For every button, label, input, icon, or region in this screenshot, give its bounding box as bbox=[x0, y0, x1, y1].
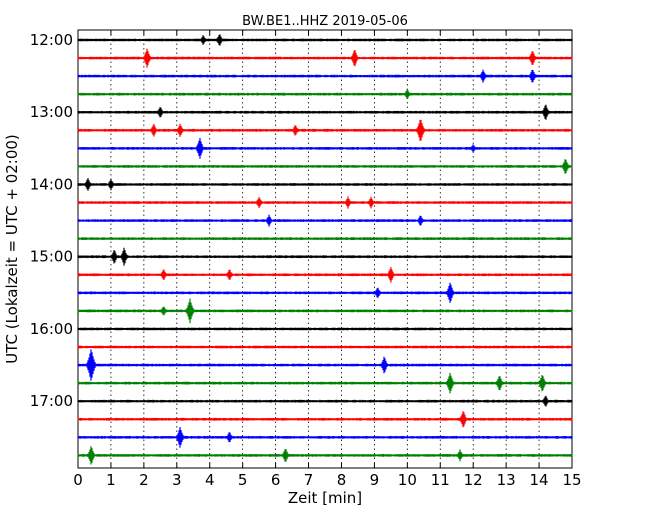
seismic-trace bbox=[77, 327, 573, 331]
seismic-trace bbox=[77, 427, 573, 448]
seismic-trace bbox=[77, 69, 573, 83]
seismic-trace bbox=[77, 372, 573, 394]
seismic-trace bbox=[77, 411, 573, 428]
seismic-trace bbox=[77, 104, 573, 120]
y-axis-label: UTC (Lokalzeit = UTC + 02:00) bbox=[3, 134, 21, 364]
x-tick-label: 0 bbox=[73, 471, 83, 489]
x-tick-label: 9 bbox=[370, 471, 380, 489]
x-tick-label: 14 bbox=[530, 471, 549, 489]
seismic-trace bbox=[77, 395, 573, 407]
x-tick-label: 11 bbox=[431, 471, 450, 489]
seismic-trace bbox=[77, 237, 573, 241]
x-axis-label: Zeit [min] bbox=[288, 489, 362, 507]
y-axis-ticks: 12:00 13:00 14:00 15:00 16:00 17:00 bbox=[30, 31, 73, 410]
x-tick-label: 15 bbox=[562, 471, 581, 489]
x-tick-label: 6 bbox=[271, 471, 281, 489]
seismic-trace bbox=[77, 282, 573, 303]
plot-frame bbox=[77, 29, 573, 469]
seismic-trace bbox=[77, 34, 573, 46]
x-tick-label: 4 bbox=[205, 471, 215, 489]
seismic-trace bbox=[77, 89, 573, 99]
seismic-trace bbox=[77, 349, 573, 381]
x-tick-label: 8 bbox=[337, 471, 347, 489]
seismic-trace bbox=[77, 267, 573, 283]
seismic-trace bbox=[77, 138, 573, 159]
seismic-trace bbox=[77, 159, 573, 174]
seismic-trace bbox=[77, 196, 573, 209]
seismic-trace bbox=[77, 446, 573, 465]
y-tick-label: 14:00 bbox=[30, 175, 73, 193]
x-tick-label: 3 bbox=[172, 471, 182, 489]
y-tick-label: 12:00 bbox=[30, 31, 73, 49]
y-tick-label: 16:00 bbox=[30, 320, 73, 338]
x-axis-ticks: 0 1 2 3 4 5 6 7 8 9 10 11 12 13 14 15 bbox=[73, 30, 582, 489]
x-tick-label: 10 bbox=[398, 471, 417, 489]
vertical-grid bbox=[110, 30, 540, 468]
y-tick-label: 17:00 bbox=[30, 392, 73, 410]
seismic-trace bbox=[77, 247, 573, 266]
y-tick-label: 13:00 bbox=[30, 103, 73, 121]
x-tick-label: 5 bbox=[238, 471, 248, 489]
seismic-trace bbox=[77, 345, 573, 349]
x-tick-label: 2 bbox=[139, 471, 149, 489]
x-tick-label: 1 bbox=[106, 471, 116, 489]
seismic-trace bbox=[77, 48, 573, 68]
seismic-trace bbox=[77, 178, 573, 191]
seismic-trace bbox=[77, 214, 573, 227]
seismic-trace bbox=[77, 298, 573, 324]
x-tick-label: 7 bbox=[304, 471, 314, 489]
chart-title: BW.BE1..HHZ 2019-05-06 bbox=[242, 14, 408, 29]
seismic-trace bbox=[77, 119, 573, 141]
trace-group bbox=[77, 34, 573, 465]
y-tick-label: 15:00 bbox=[30, 248, 73, 266]
x-tick-label: 13 bbox=[497, 471, 516, 489]
x-tick-label: 12 bbox=[464, 471, 483, 489]
